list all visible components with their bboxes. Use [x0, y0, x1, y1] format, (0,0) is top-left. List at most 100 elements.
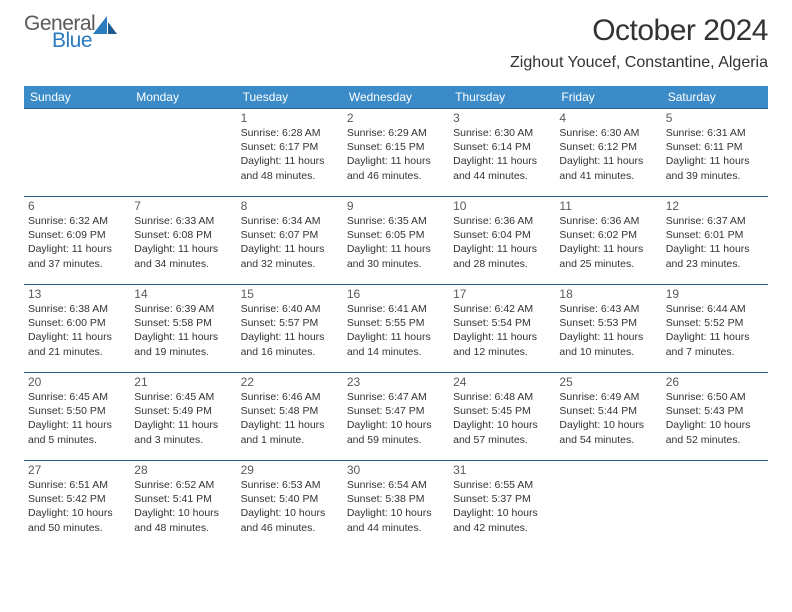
- day-number: 18: [559, 287, 657, 301]
- sunrise-line: Sunrise: 6:30 AM: [559, 126, 657, 140]
- sunset-line: Sunset: 5:48 PM: [241, 404, 339, 418]
- calendar-day-cell: 6Sunrise: 6:32 AMSunset: 6:09 PMDaylight…: [24, 197, 130, 285]
- sunset-line: Sunset: 5:54 PM: [453, 316, 551, 330]
- daylight-line: Daylight: 11 hours and 28 minutes.: [453, 242, 551, 270]
- calendar-day-cell: 11Sunrise: 6:36 AMSunset: 6:02 PMDayligh…: [555, 197, 661, 285]
- calendar-day-cell: 7Sunrise: 6:33 AMSunset: 6:08 PMDaylight…: [130, 197, 236, 285]
- sunrise-line: Sunrise: 6:41 AM: [347, 302, 445, 316]
- calendar-day-cell: 27Sunrise: 6:51 AMSunset: 5:42 PMDayligh…: [24, 461, 130, 549]
- day-number: 31: [453, 463, 551, 477]
- calendar-day-cell: 21Sunrise: 6:45 AMSunset: 5:49 PMDayligh…: [130, 373, 236, 461]
- daylight-line: Daylight: 10 hours and 59 minutes.: [347, 418, 445, 446]
- daylight-line: Daylight: 10 hours and 54 minutes.: [559, 418, 657, 446]
- header: General Blue October 2024 Zighout Youcef…: [0, 0, 792, 78]
- day-header: Monday: [130, 86, 236, 109]
- logo-text: General Blue: [24, 14, 95, 51]
- sunrise-line: Sunrise: 6:36 AM: [559, 214, 657, 228]
- calendar-day-cell: 18Sunrise: 6:43 AMSunset: 5:53 PMDayligh…: [555, 285, 661, 373]
- sunrise-line: Sunrise: 6:39 AM: [134, 302, 232, 316]
- title-block: October 2024 Zighout Youcef, Constantine…: [510, 14, 768, 72]
- calendar-day-cell: 30Sunrise: 6:54 AMSunset: 5:38 PMDayligh…: [343, 461, 449, 549]
- calendar-day-cell: 23Sunrise: 6:47 AMSunset: 5:47 PMDayligh…: [343, 373, 449, 461]
- logo-word-blue: Blue: [52, 31, 95, 51]
- calendar-week-row: 27Sunrise: 6:51 AMSunset: 5:42 PMDayligh…: [24, 461, 768, 549]
- day-number: 12: [666, 199, 764, 213]
- day-number: 10: [453, 199, 551, 213]
- daylight-line: Daylight: 11 hours and 32 minutes.: [241, 242, 339, 270]
- day-number: 23: [347, 375, 445, 389]
- sunrise-line: Sunrise: 6:34 AM: [241, 214, 339, 228]
- day-number: 17: [453, 287, 551, 301]
- sunrise-line: Sunrise: 6:43 AM: [559, 302, 657, 316]
- calendar-table: SundayMondayTuesdayWednesdayThursdayFrid…: [24, 86, 768, 549]
- daylight-line: Daylight: 11 hours and 30 minutes.: [347, 242, 445, 270]
- day-number: 22: [241, 375, 339, 389]
- calendar-day-cell: 3Sunrise: 6:30 AMSunset: 6:14 PMDaylight…: [449, 109, 555, 197]
- sunset-line: Sunset: 5:45 PM: [453, 404, 551, 418]
- daylight-line: Daylight: 11 hours and 19 minutes.: [134, 330, 232, 358]
- sunset-line: Sunset: 5:40 PM: [241, 492, 339, 506]
- day-number: 14: [134, 287, 232, 301]
- calendar-week-row: 6Sunrise: 6:32 AMSunset: 6:09 PMDaylight…: [24, 197, 768, 285]
- calendar-empty-cell: [24, 109, 130, 197]
- day-number: 11: [559, 199, 657, 213]
- sunrise-line: Sunrise: 6:40 AM: [241, 302, 339, 316]
- day-number: 7: [134, 199, 232, 213]
- day-number: 13: [28, 287, 126, 301]
- daylight-line: Daylight: 11 hours and 34 minutes.: [134, 242, 232, 270]
- sunset-line: Sunset: 5:47 PM: [347, 404, 445, 418]
- calendar-day-cell: 8Sunrise: 6:34 AMSunset: 6:07 PMDaylight…: [237, 197, 343, 285]
- calendar-day-cell: 28Sunrise: 6:52 AMSunset: 5:41 PMDayligh…: [130, 461, 236, 549]
- calendar-header-row: SundayMondayTuesdayWednesdayThursdayFrid…: [24, 86, 768, 109]
- daylight-line: Daylight: 11 hours and 7 minutes.: [666, 330, 764, 358]
- daylight-line: Daylight: 10 hours and 44 minutes.: [347, 506, 445, 534]
- daylight-line: Daylight: 11 hours and 1 minute.: [241, 418, 339, 446]
- sunset-line: Sunset: 5:57 PM: [241, 316, 339, 330]
- daylight-line: Daylight: 11 hours and 3 minutes.: [134, 418, 232, 446]
- sunrise-line: Sunrise: 6:55 AM: [453, 478, 551, 492]
- sunset-line: Sunset: 6:02 PM: [559, 228, 657, 242]
- daylight-line: Daylight: 11 hours and 23 minutes.: [666, 242, 764, 270]
- sunrise-line: Sunrise: 6:29 AM: [347, 126, 445, 140]
- sunset-line: Sunset: 6:15 PM: [347, 140, 445, 154]
- sunset-line: Sunset: 6:12 PM: [559, 140, 657, 154]
- daylight-line: Daylight: 11 hours and 44 minutes.: [453, 154, 551, 182]
- sunrise-line: Sunrise: 6:37 AM: [666, 214, 764, 228]
- sunset-line: Sunset: 6:00 PM: [28, 316, 126, 330]
- calendar-day-cell: 29Sunrise: 6:53 AMSunset: 5:40 PMDayligh…: [237, 461, 343, 549]
- day-number: 19: [666, 287, 764, 301]
- calendar-day-cell: 22Sunrise: 6:46 AMSunset: 5:48 PMDayligh…: [237, 373, 343, 461]
- calendar-week-row: 1Sunrise: 6:28 AMSunset: 6:17 PMDaylight…: [24, 109, 768, 197]
- calendar-day-cell: 9Sunrise: 6:35 AMSunset: 6:05 PMDaylight…: [343, 197, 449, 285]
- calendar-day-cell: 20Sunrise: 6:45 AMSunset: 5:50 PMDayligh…: [24, 373, 130, 461]
- sunset-line: Sunset: 6:11 PM: [666, 140, 764, 154]
- calendar-day-cell: 31Sunrise: 6:55 AMSunset: 5:37 PMDayligh…: [449, 461, 555, 549]
- calendar-week-row: 13Sunrise: 6:38 AMSunset: 6:00 PMDayligh…: [24, 285, 768, 373]
- calendar-day-cell: 16Sunrise: 6:41 AMSunset: 5:55 PMDayligh…: [343, 285, 449, 373]
- logo: General Blue: [24, 14, 119, 51]
- day-number: 21: [134, 375, 232, 389]
- sunrise-line: Sunrise: 6:49 AM: [559, 390, 657, 404]
- sunset-line: Sunset: 5:53 PM: [559, 316, 657, 330]
- location-subtitle: Zighout Youcef, Constantine, Algeria: [510, 54, 768, 72]
- sunrise-line: Sunrise: 6:42 AM: [453, 302, 551, 316]
- sunset-line: Sunset: 5:58 PM: [134, 316, 232, 330]
- sunset-line: Sunset: 6:14 PM: [453, 140, 551, 154]
- daylight-line: Daylight: 11 hours and 48 minutes.: [241, 154, 339, 182]
- day-number: 2: [347, 111, 445, 125]
- day-header: Thursday: [449, 86, 555, 109]
- daylight-line: Daylight: 10 hours and 52 minutes.: [666, 418, 764, 446]
- daylight-line: Daylight: 11 hours and 25 minutes.: [559, 242, 657, 270]
- day-number: 26: [666, 375, 764, 389]
- day-number: 3: [453, 111, 551, 125]
- day-number: 16: [347, 287, 445, 301]
- logo-sail-icon: [93, 16, 119, 43]
- sunset-line: Sunset: 6:09 PM: [28, 228, 126, 242]
- day-header: Tuesday: [237, 86, 343, 109]
- calendar-day-cell: 26Sunrise: 6:50 AMSunset: 5:43 PMDayligh…: [662, 373, 768, 461]
- day-number: 4: [559, 111, 657, 125]
- daylight-line: Daylight: 11 hours and 14 minutes.: [347, 330, 445, 358]
- calendar-empty-cell: [662, 461, 768, 549]
- sunrise-line: Sunrise: 6:52 AM: [134, 478, 232, 492]
- day-number: 20: [28, 375, 126, 389]
